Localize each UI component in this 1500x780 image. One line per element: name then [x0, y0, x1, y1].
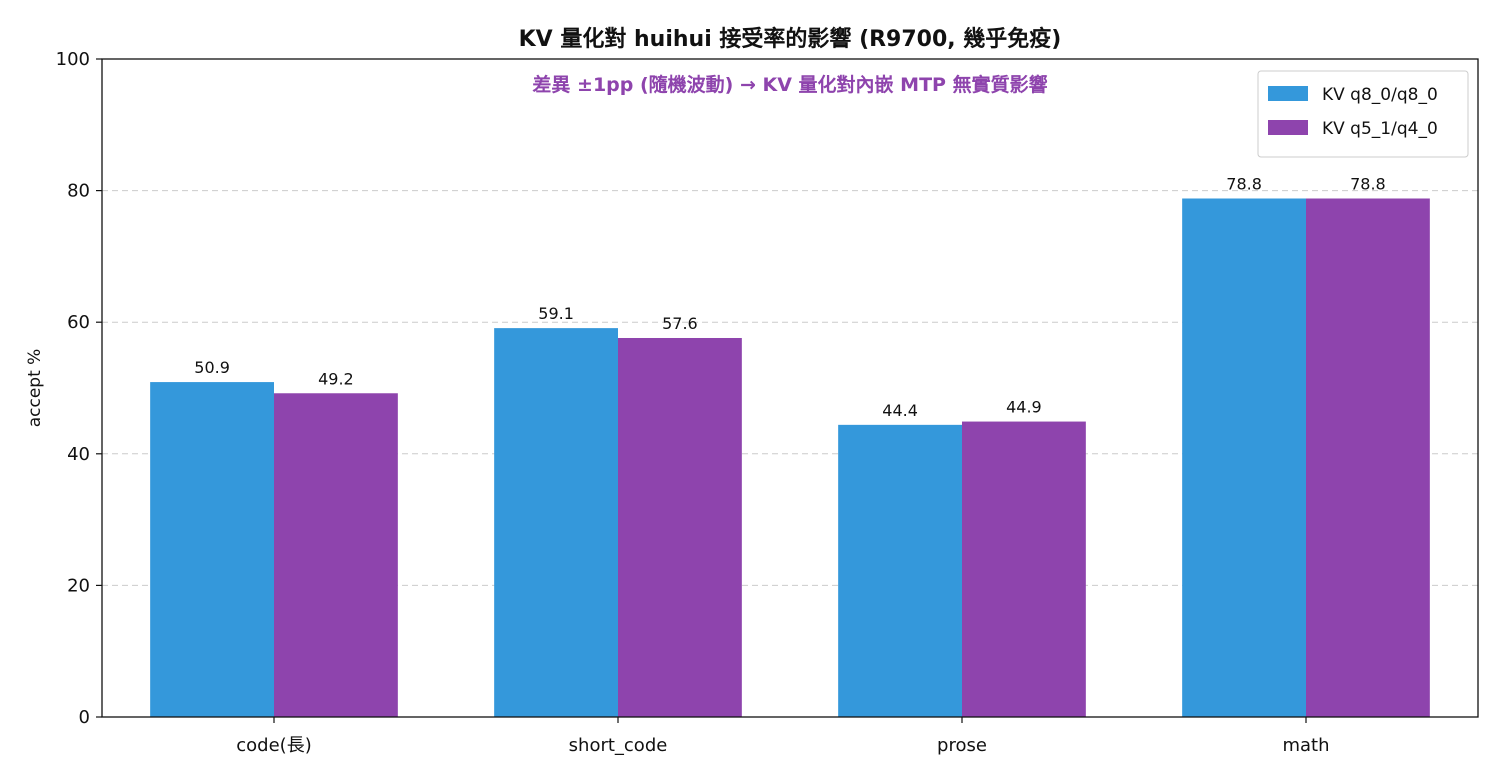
data-label: 50.9 — [194, 358, 230, 377]
legend-label: KV q8_0/q8_0 — [1322, 85, 1438, 105]
x-axis-ticks: code(長) short_code prose math — [236, 717, 1330, 756]
chart-subtitle: 差異 ±1pp (隨機波動) → KV 量化對內嵌 MTP 無實質影響 — [532, 73, 1047, 96]
x-tick-label: prose — [937, 735, 987, 756]
data-labels: 50.9 49.2 59.1 57.6 44.4 44.9 78.8 78.8 — [194, 174, 1385, 419]
bars — [150, 198, 1430, 718]
bar — [838, 424, 962, 717]
x-tick-label: code(長) — [236, 735, 311, 756]
y-tick-label: 0 — [79, 707, 90, 728]
bar — [274, 393, 398, 717]
y-tick-label: 20 — [67, 575, 90, 596]
data-label: 44.9 — [1006, 398, 1042, 417]
bar — [494, 328, 618, 717]
data-label: 78.8 — [1350, 174, 1386, 193]
y-tick-label: 40 — [67, 444, 90, 465]
bar — [618, 337, 742, 717]
data-label: 57.6 — [662, 314, 698, 333]
bar — [1306, 198, 1430, 718]
x-tick-label: math — [1282, 735, 1329, 756]
chart-title: KV 量化對 huihui 接受率的影響 (R9700, 幾乎免疫) — [519, 26, 1062, 52]
data-label: 49.2 — [318, 369, 354, 388]
y-tick-label: 100 — [56, 49, 90, 70]
data-label: 59.1 — [538, 304, 574, 323]
bar — [150, 382, 274, 717]
legend-swatch — [1268, 120, 1308, 135]
data-label: 44.4 — [882, 401, 918, 420]
bar — [1182, 198, 1306, 718]
y-tick-label: 80 — [67, 181, 90, 202]
y-axis-ticks: 0 20 40 60 80 100 — [56, 49, 102, 728]
legend-label: KV q5_1/q4_0 — [1322, 119, 1438, 139]
bar — [962, 421, 1086, 717]
y-tick-label: 60 — [67, 312, 90, 333]
legend: KV q8_0/q8_0 KV q5_1/q4_0 — [1257, 70, 1469, 158]
plot-area-frame — [101, 58, 1479, 718]
data-label: 78.8 — [1226, 174, 1262, 193]
x-tick-label: short_code — [569, 735, 668, 756]
y-axis-label: accept % — [25, 349, 45, 428]
legend-swatch — [1268, 86, 1308, 101]
legend-box — [1257, 70, 1469, 158]
